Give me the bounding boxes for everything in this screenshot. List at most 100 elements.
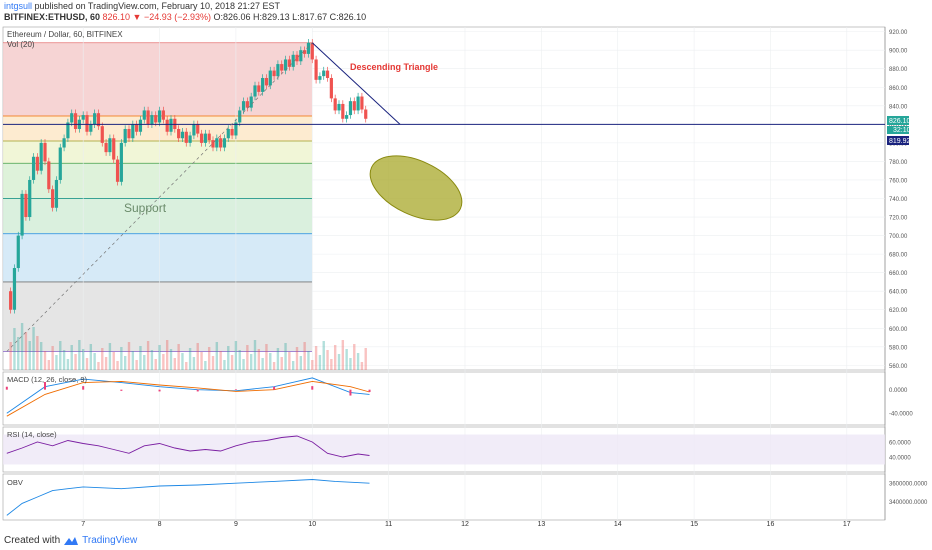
candle-body: [131, 124, 135, 139]
y-tick-label: 920.00: [889, 30, 908, 36]
volume-bar: [227, 346, 230, 370]
candle-body: [230, 128, 234, 136]
indicator-tick-label: -40.0000: [889, 412, 913, 418]
volume-bar: [169, 349, 173, 370]
symbol-name: BITFINEX:ETHUSD, 60: [4, 12, 101, 22]
indicator-tick-label: 3600000.0000: [889, 482, 928, 488]
volume-bar: [356, 353, 360, 370]
volume-bar: [51, 346, 54, 370]
x-tick-label: 7: [81, 521, 85, 528]
volume-bar: [204, 361, 207, 370]
candle-body: [142, 110, 146, 120]
volume-bar: [249, 354, 253, 370]
fib-band: [3, 163, 313, 199]
volume-bar: [261, 358, 264, 370]
volume-bar: [97, 362, 100, 370]
candle-body: [12, 268, 17, 310]
candle-body: [268, 70, 272, 86]
candle-body: [306, 42, 311, 54]
support-price-tag: [887, 136, 909, 145]
macd-histogram-bar: [234, 389, 237, 390]
volume-bar: [253, 340, 257, 370]
candle-body: [329, 77, 333, 99]
author-link[interactable]: intgsull: [4, 1, 33, 11]
candle-body: [112, 138, 116, 160]
candle-body: [276, 64, 280, 77]
projection-ellipse[interactable]: [360, 143, 472, 233]
fib-band: [3, 141, 313, 164]
candle-body: [24, 193, 28, 218]
ohlc-values: O:826.06 H:829.13 L:817.67 C:826.10: [213, 12, 367, 22]
volume-bar: [322, 341, 325, 370]
candle-body: [165, 119, 169, 132]
volume-bar: [181, 353, 184, 370]
volume-bar: [177, 344, 180, 370]
volume-bar: [200, 352, 203, 370]
candle-body: [299, 50, 303, 62]
x-tick-label: 16: [767, 521, 775, 528]
volume-bar: [326, 350, 329, 370]
volume-bar: [219, 351, 222, 370]
volume-bar: [360, 362, 364, 370]
candle-body: [16, 235, 20, 269]
fib-band: [3, 115, 313, 142]
macd-histogram-bar: [82, 386, 85, 390]
x-tick-label: 13: [537, 521, 545, 528]
chart-title: Ethereum / Dollar, 60, BITFINEX: [7, 30, 123, 39]
volume-bar: [215, 342, 219, 370]
x-tick-label: 12: [461, 521, 469, 528]
candle-body: [31, 156, 36, 180]
candle-body: [356, 96, 360, 111]
volume-bar: [353, 344, 356, 370]
x-tick-label: 10: [308, 521, 316, 528]
y-tick-label: 680.00: [889, 253, 908, 259]
candle-body: [96, 113, 101, 127]
volume-bar: [295, 347, 299, 370]
volume-bar: [162, 354, 165, 370]
y-tick-label: 840.00: [889, 104, 908, 110]
candle-body: [192, 124, 196, 136]
volume-bar: [207, 347, 211, 370]
volume-bar: [32, 327, 35, 370]
volume-bar: [116, 361, 119, 370]
macd-histogram-bar: [158, 389, 161, 392]
candle-body: [89, 124, 93, 132]
volume-bar: [101, 348, 104, 370]
volume-bar: [85, 358, 89, 370]
candle-body: [245, 101, 249, 108]
volume-bar: [13, 328, 16, 370]
tradingview-brand[interactable]: TradingView: [82, 535, 138, 546]
candle-body: [249, 96, 253, 108]
volume-bar: [349, 358, 352, 370]
macd-histogram-bar: [311, 386, 314, 390]
candle-body: [219, 138, 223, 148]
candle-body: [211, 140, 215, 148]
candle-body: [314, 59, 318, 80]
volume-bar: [131, 351, 135, 370]
volume-bar: [158, 345, 161, 370]
candle-body: [272, 70, 276, 77]
candle-body: [154, 115, 158, 123]
volume-bar: [269, 353, 272, 370]
candle-body: [20, 193, 24, 236]
volume-bar: [43, 351, 47, 370]
volume-bar: [20, 323, 24, 370]
volume-bar: [196, 343, 199, 370]
volume-bar: [234, 341, 238, 370]
volume-bar: [143, 355, 146, 370]
fib-band: [3, 281, 313, 352]
descending-triangle-label: Descending Triangle: [350, 62, 438, 72]
candle-body: [39, 142, 43, 171]
y-tick-label: 780.00: [889, 160, 908, 166]
indicator-tick-label: 40.0000: [889, 456, 911, 462]
y-tick-label: 820.00: [889, 123, 908, 129]
volume-bar: [146, 341, 150, 370]
volume-bar: [9, 342, 12, 370]
candle-body: [81, 115, 85, 120]
candle-body: [264, 77, 269, 86]
candle-body: [180, 131, 185, 139]
volume-bar: [62, 350, 66, 370]
candle-body: [73, 113, 78, 129]
volume-bar: [39, 342, 43, 370]
